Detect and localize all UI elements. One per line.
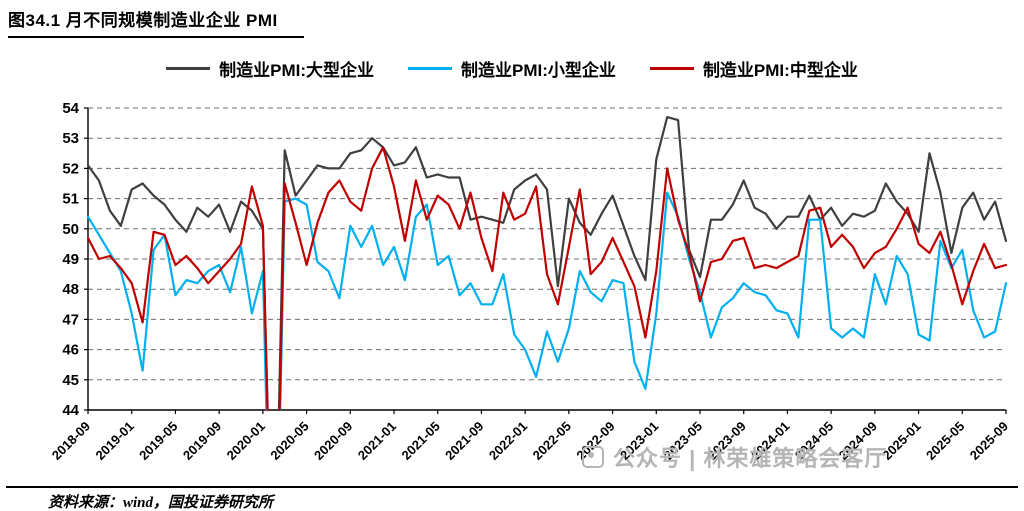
watermark-text: 公众号 | 林荣雄策略会客厅	[613, 446, 888, 471]
figure-title: 图34.1 月不同规模制造业企业 PMI	[8, 6, 304, 38]
source-note: 资料来源：wind，国投证券研究所	[48, 495, 274, 511]
x-tick-label: 2018-09	[49, 419, 93, 463]
x-tick-label: 2025-05	[923, 419, 967, 463]
line-swatch-large	[166, 67, 211, 70]
x-tick-label: 2020-01	[224, 419, 268, 463]
x-tick-label: 2020-09	[311, 419, 355, 463]
x-tick-label: 2022-01	[486, 419, 530, 463]
legend-label-medium: 制造业PMI:中型企业	[702, 61, 858, 80]
line-swatch-small	[408, 67, 453, 70]
legend-item-large: 制造业PMI:大型企业	[166, 56, 374, 81]
y-tick-label: 51	[62, 191, 79, 208]
legend-label-small: 制造业PMI:小型企业	[461, 61, 616, 80]
legend-item-medium: 制造业PMI:中型企业	[649, 56, 858, 81]
footer-divider	[6, 486, 1018, 488]
y-tick-label: 48	[62, 281, 79, 298]
y-tick-label: 45	[62, 372, 79, 389]
watermark: 公众号 | 林荣雄策略会客厅	[582, 441, 887, 473]
series-line-medium	[87, 146, 1008, 411]
x-tick-label: 2019-05	[136, 419, 180, 463]
x-tick-label: 2020-05	[267, 419, 311, 463]
series-line-small	[87, 191, 1008, 411]
official-account-icon	[582, 446, 604, 468]
legend-item-small: 制造业PMI:小型企业	[408, 56, 616, 81]
y-tick-label: 49	[62, 251, 79, 268]
chart-legend: 制造业PMI:大型企业 制造业PMI:小型企业 制造业PMI:中型企业	[0, 56, 1024, 81]
legend-label-large: 制造业PMI:大型企业	[219, 61, 375, 80]
x-tick-label: 2022-05	[530, 419, 574, 463]
x-tick-label: 2025-09	[967, 419, 1011, 463]
y-tick-label: 47	[62, 311, 79, 328]
y-tick-label: 50	[62, 221, 79, 238]
x-tick-label: 2021-05	[398, 419, 442, 463]
y-tick-label: 52	[62, 160, 79, 177]
x-tick-label: 2019-09	[180, 419, 224, 463]
line-swatch-medium	[649, 67, 694, 70]
series-line-large	[87, 116, 1008, 411]
y-tick-label: 53	[62, 130, 79, 147]
x-tick-label: 2019-01	[92, 419, 136, 463]
y-tick-label: 54	[62, 100, 79, 117]
y-tick-label: 46	[62, 342, 79, 359]
x-tick-label: 2021-09	[442, 419, 486, 463]
y-tick-label: 44	[62, 402, 79, 419]
x-tick-label: 2021-01	[355, 419, 399, 463]
